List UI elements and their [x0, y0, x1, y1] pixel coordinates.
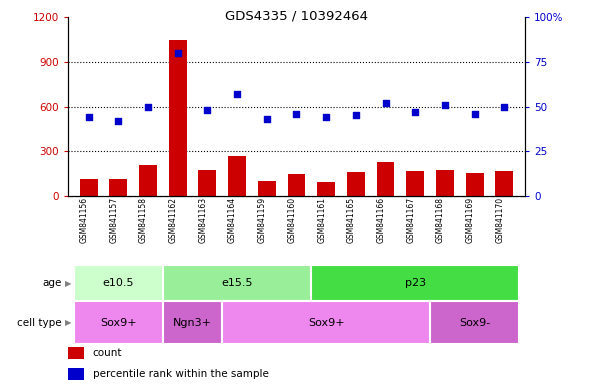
Text: GSM841170: GSM841170 [496, 197, 504, 243]
Text: Sox9+: Sox9+ [308, 318, 345, 328]
Text: p23: p23 [405, 278, 426, 288]
Bar [74, 265, 163, 301]
Text: GSM841161: GSM841161 [317, 197, 326, 243]
Bar [436, 170, 454, 196]
Bar [430, 301, 519, 344]
Point [440, 102, 450, 108]
Point [143, 104, 153, 110]
Bar [466, 173, 484, 196]
Point [322, 114, 331, 120]
Text: GSM841160: GSM841160 [287, 197, 297, 243]
Bar [407, 171, 424, 196]
Bar [287, 174, 306, 196]
Point [84, 114, 93, 120]
Text: GDS4335 / 10392464: GDS4335 / 10392464 [225, 10, 368, 23]
Point [351, 113, 360, 119]
Bar [80, 179, 97, 196]
Point [262, 116, 271, 122]
Text: GSM841157: GSM841157 [109, 197, 119, 243]
Text: age: age [42, 278, 62, 288]
Bar [376, 162, 395, 196]
Text: count: count [93, 348, 122, 358]
Text: Ngn3+: Ngn3+ [173, 318, 212, 328]
Text: GSM841158: GSM841158 [139, 197, 148, 243]
Text: e15.5: e15.5 [221, 278, 253, 288]
Text: ▶: ▶ [65, 279, 71, 288]
Bar [163, 301, 222, 344]
Point [470, 111, 479, 117]
Text: GSM841169: GSM841169 [466, 197, 474, 243]
Bar [496, 171, 513, 196]
Bar [198, 170, 217, 196]
Text: GSM841159: GSM841159 [258, 197, 267, 243]
Text: GSM841164: GSM841164 [228, 197, 237, 243]
Text: GSM841168: GSM841168 [436, 197, 445, 243]
Text: percentile rank within the sample: percentile rank within the sample [93, 369, 268, 379]
Bar [347, 172, 365, 196]
Text: ▶: ▶ [65, 318, 71, 327]
Bar [139, 165, 157, 196]
Text: Sox9+: Sox9+ [100, 318, 137, 328]
Point [232, 91, 242, 97]
Text: GSM841162: GSM841162 [169, 197, 178, 243]
Text: GSM841156: GSM841156 [80, 197, 88, 243]
Point [411, 109, 420, 115]
Bar [74, 301, 163, 344]
Bar [312, 265, 519, 301]
Text: GSM841165: GSM841165 [347, 197, 356, 243]
Point [292, 111, 301, 117]
Bar [169, 40, 186, 196]
Bar [258, 181, 276, 196]
Bar [317, 182, 335, 196]
Bar [68, 347, 84, 359]
Text: e10.5: e10.5 [103, 278, 134, 288]
Text: Sox9-: Sox9- [459, 318, 490, 328]
Bar [222, 301, 430, 344]
Text: GSM841163: GSM841163 [198, 197, 208, 243]
Text: cell type: cell type [17, 318, 62, 328]
Text: GSM841167: GSM841167 [407, 197, 415, 243]
Point [114, 118, 123, 124]
Bar [109, 179, 127, 196]
Point [500, 104, 509, 110]
Point [203, 107, 212, 113]
Bar [228, 156, 246, 196]
Bar [68, 368, 84, 380]
Text: GSM841166: GSM841166 [376, 197, 385, 243]
Point [173, 50, 182, 56]
Point [381, 100, 390, 106]
Bar [163, 265, 312, 301]
